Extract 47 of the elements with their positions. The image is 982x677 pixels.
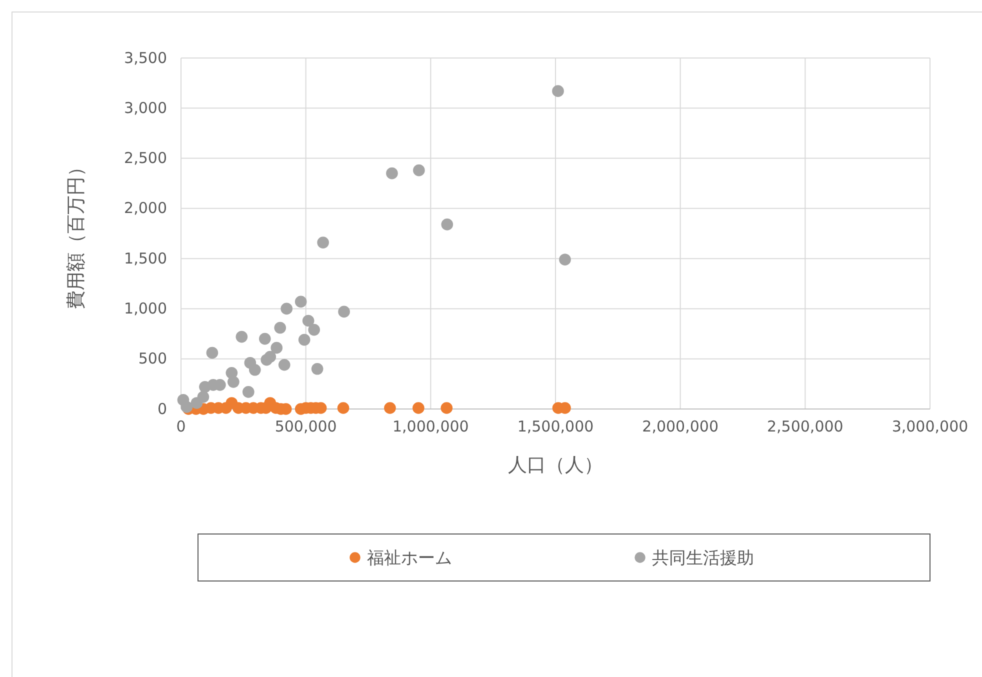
- point: [308, 324, 320, 336]
- x-tick-label: 1,000,000: [392, 418, 469, 436]
- y-tick-label: 3,000: [124, 98, 167, 117]
- point: [248, 364, 261, 376]
- y-tick-label: 1,500: [124, 249, 167, 268]
- point: [236, 330, 248, 343]
- point: [412, 402, 424, 414]
- y-tick-label: 2,500: [124, 149, 167, 168]
- y-tick-label: 0: [157, 400, 167, 418]
- point: [386, 167, 398, 180]
- point: [559, 254, 571, 266]
- point: [317, 236, 329, 248]
- point: [441, 218, 454, 230]
- y-tick-label: 500: [138, 350, 167, 368]
- x-tick-label: 3,000,000: [892, 418, 968, 436]
- x-axis-title: 人口（人）: [508, 454, 603, 476]
- x-tick-label: 500,000: [274, 418, 337, 436]
- legend-label: 福祉ホーム: [367, 548, 452, 568]
- y-axis-title: 費用額（百万円）: [65, 158, 87, 310]
- point: [280, 302, 293, 315]
- point: [274, 322, 286, 334]
- point: [206, 346, 218, 359]
- point: [258, 332, 271, 345]
- point: [552, 85, 564, 97]
- point: [440, 402, 453, 414]
- y-tick-label: 1,000: [124, 300, 167, 318]
- point: [278, 358, 290, 371]
- point: [270, 342, 283, 354]
- x-tick-label: 0: [176, 418, 186, 436]
- point: [302, 314, 314, 327]
- point: [384, 402, 396, 414]
- legend-label: 共同生活援助: [652, 548, 754, 568]
- y-tick-label: 2,000: [124, 199, 167, 218]
- point: [413, 164, 425, 176]
- point: [242, 386, 254, 398]
- point: [294, 296, 307, 308]
- x-tick-label: 2,500,000: [766, 418, 844, 436]
- point: [228, 376, 240, 388]
- point: [337, 402, 350, 414]
- x-tick-label: 2,000,000: [642, 418, 719, 436]
- point: [264, 350, 276, 363]
- point: [311, 362, 324, 375]
- point: [298, 334, 310, 346]
- x-tick-label: 1,500,000: [517, 418, 594, 436]
- point: [197, 391, 210, 403]
- y-tick-label: 3,500: [124, 48, 167, 67]
- point: [338, 306, 350, 318]
